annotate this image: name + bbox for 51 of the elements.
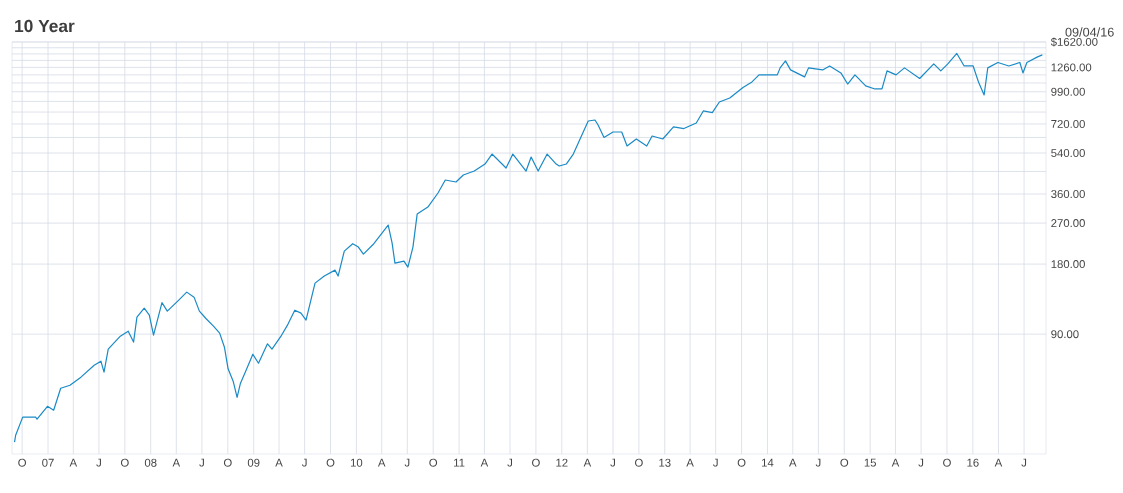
- x-tick-label: O: [326, 458, 335, 467]
- x-tick-label: A: [377, 458, 386, 467]
- x-tick-label: O: [737, 458, 746, 467]
- y-tick-label: 180.00: [1051, 260, 1085, 269]
- x-tick-label: J: [610, 458, 615, 467]
- x-tick-label: O: [840, 458, 849, 467]
- y-tick-label: 1260.00: [1051, 63, 1092, 72]
- x-tick-label: A: [583, 458, 592, 467]
- x-tick-label: J: [96, 458, 101, 467]
- x-tick-label: 12: [556, 458, 568, 467]
- x-tick-label: 10: [350, 458, 363, 467]
- x-tick-label: 11: [454, 458, 465, 467]
- x-tick-label: 15: [864, 458, 876, 467]
- x-tick-label: A: [891, 458, 900, 467]
- x-tick-label: A: [789, 458, 797, 467]
- x-tick-label: A: [69, 458, 78, 467]
- x-tick-label: J: [815, 458, 821, 467]
- x-tick-label: O: [18, 458, 27, 467]
- y-tick-label: 90.00: [1051, 330, 1079, 339]
- x-tick-label: O: [943, 458, 951, 467]
- x-tick-label: 07: [42, 458, 54, 467]
- x-tick-label: 16: [967, 458, 979, 467]
- chart-title: 10 Year: [15, 19, 75, 33]
- x-tick-label: A: [172, 458, 181, 467]
- x-tick-label: A: [275, 458, 283, 467]
- x-tick-label: A: [480, 458, 489, 467]
- y-tick-label: 270.00: [1051, 219, 1085, 228]
- y-tick-label: 720.00: [1051, 119, 1085, 128]
- x-tick-label: J: [404, 458, 410, 467]
- text: 09/04/16: [1065, 27, 1114, 37]
- x-tick-label: J: [199, 458, 204, 467]
- x-tick-label: O: [635, 458, 643, 467]
- x-tick-label: O: [120, 458, 129, 467]
- x-tick-label: O: [223, 458, 232, 467]
- x-tick-label: A: [994, 458, 1003, 467]
- y-tick-label: $1620.00: [1050, 37, 1098, 47]
- x-tick-label: J: [918, 458, 924, 467]
- x-tick-label: J: [713, 458, 718, 467]
- x-tick-label: 14: [762, 458, 774, 467]
- y-tick-label: 540.00: [1051, 149, 1085, 158]
- y-tick-label: 990.00: [1051, 87, 1085, 96]
- x-tick-label: J: [1021, 458, 1027, 467]
- x-tick-label: O: [429, 458, 438, 467]
- x-tick-label: 13: [659, 458, 671, 467]
- y-tick-label: 360.00: [1051, 190, 1085, 199]
- x-tick-label: J: [507, 458, 513, 467]
- x-tick-label: O: [532, 458, 540, 467]
- x-tick-label: J: [301, 458, 307, 467]
- x-tick-label: 08: [144, 458, 157, 467]
- x-tick-label: 09: [247, 458, 260, 467]
- x-tick-label: A: [686, 458, 694, 467]
